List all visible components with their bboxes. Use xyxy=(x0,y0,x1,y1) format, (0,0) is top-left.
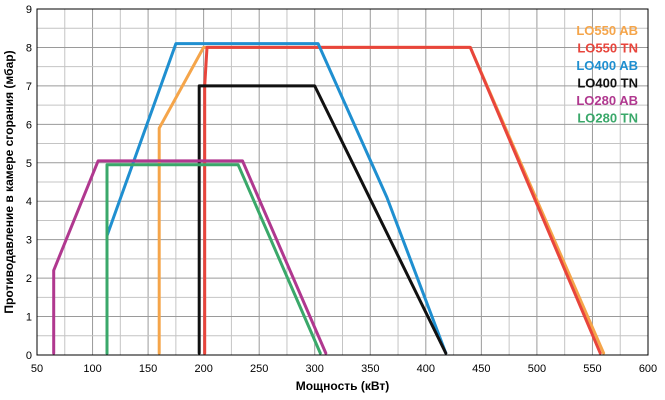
series-line-lo400-tn xyxy=(197,84,448,355)
legend-entry-lo280-tn: LO280 TN xyxy=(577,111,638,126)
y-tick-label: 5 xyxy=(26,158,32,170)
x-tick-label: 50 xyxy=(31,363,43,375)
legend-entry-lo550-tn: LO550 TN xyxy=(577,41,638,56)
x-tick-label: 600 xyxy=(639,363,657,375)
y-tick-label: 1 xyxy=(26,312,32,324)
y-tick-labels: 0 1 2 3 4 5 6 7 8 9 xyxy=(26,4,32,362)
legend-entry-lo400-tn: LO400 TN xyxy=(577,76,638,91)
x-tick-labels: 50 100 150 200 250 300 350 400 450 500 550 600 xyxy=(31,363,657,375)
series-line-lo550-tn xyxy=(203,45,602,355)
x-tick-label: 450 xyxy=(472,363,490,375)
series-group xyxy=(52,42,606,355)
y-tick-label: 6 xyxy=(26,119,32,131)
y-tick-label: 9 xyxy=(26,4,32,16)
x-tick-label: 300 xyxy=(306,363,324,375)
y-tick-label: 4 xyxy=(26,196,32,208)
plot-frame xyxy=(36,8,649,356)
series-line-lo280-tn xyxy=(105,163,322,355)
x-tick-label: 500 xyxy=(528,363,546,375)
x-tick-label: 350 xyxy=(361,363,379,375)
series-line-lo280-ab xyxy=(52,159,328,355)
x-tick-label: 100 xyxy=(83,363,101,375)
legend: LO550 AB LO550 TN LO400 AB LO400 TN LO280 AB… xyxy=(576,23,638,126)
legend-entry-lo280-ab: LO280 AB xyxy=(576,93,638,108)
legend-entry-lo550-ab: LO550 AB xyxy=(576,23,638,38)
y-tick-label: 3 xyxy=(26,235,32,247)
y-axis-label: Противодавление в камере сгорания (мбар) xyxy=(2,50,16,313)
y-tick-label: 2 xyxy=(26,273,32,285)
x-tick-label: 150 xyxy=(139,363,157,375)
y-tick-label: 0 xyxy=(26,350,32,362)
y-tick-label: 8 xyxy=(26,42,32,54)
legend-entry-lo400-ab: LO400 AB xyxy=(576,58,638,73)
x-tick-label: 250 xyxy=(250,363,268,375)
x-tick-label: 200 xyxy=(194,363,212,375)
x-tick-label: 550 xyxy=(583,363,601,375)
y-tick-label: 7 xyxy=(26,81,32,93)
grid xyxy=(36,8,649,356)
x-axis-label: Мощность (кВт) xyxy=(296,379,390,393)
x-tick-label: 400 xyxy=(417,363,435,375)
